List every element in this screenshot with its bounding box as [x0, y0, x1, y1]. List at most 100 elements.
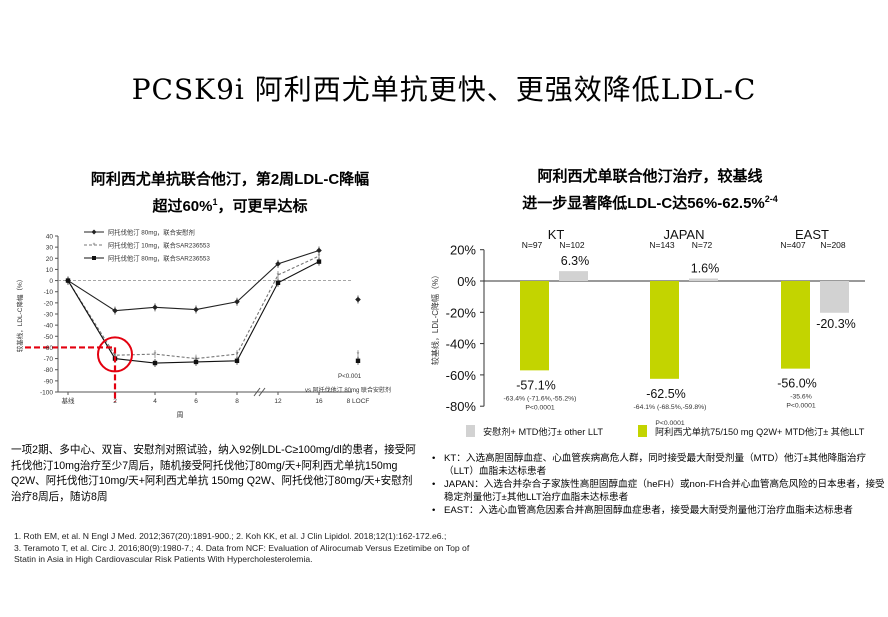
- legend-label-alirocumab: 阿利西尤单抗75/150 mg Q2W+ MTD他汀± 其他LLT: [655, 426, 865, 437]
- data-point: [193, 306, 199, 313]
- reference-line: 1. Roth EM, et al. N Engl J Med. 2012;36…: [14, 531, 447, 541]
- n-label: N=102: [559, 240, 585, 250]
- left-panel-title: 阿利西尤单抗联合他汀，第2周LDL-C降幅 超过60%1，可更早达标: [40, 168, 420, 218]
- data-point: [234, 358, 240, 363]
- data-point: [355, 296, 361, 303]
- alirocumab-bar: [781, 281, 810, 369]
- left-title-line1: 阿利西尤单抗联合他汀，第2周LDL-C降幅: [90, 171, 370, 188]
- y-tick-label: 40: [46, 234, 54, 241]
- y-tick-label: 20: [46, 256, 54, 263]
- comparison-annotation: vs 阿托伐他汀 80mg 联合安慰剂: [305, 386, 391, 394]
- data-point: [112, 307, 118, 314]
- legend-label: 阿托伐他汀 80mg，联合安慰剂: [108, 228, 195, 237]
- y-axis-label: 较基线，LDL-C降幅（%）: [15, 276, 24, 353]
- study-description: 一项2期、多中心、双盲、安慰剂对照试验，纳入92例LDL-C≥100mg/dl的…: [11, 444, 416, 503]
- right-title-main: 进一步显著降低LDL-C达56%-62.5%: [522, 195, 765, 212]
- control-bar: [689, 278, 718, 281]
- n-label: N=97: [522, 240, 543, 250]
- data-point: [316, 247, 322, 254]
- data-point: [275, 261, 281, 267]
- y-tick-label: -50: [44, 334, 54, 341]
- legend-marker: *: [93, 243, 96, 250]
- category-label: JAPAN: [664, 227, 705, 242]
- y-tick-label: 0: [49, 278, 53, 285]
- data-point: [355, 358, 361, 363]
- data-point: *: [277, 273, 280, 280]
- y-tick-label: -90: [44, 378, 54, 385]
- right-panel-title: 阿利西尤单联合他汀治疗，较基线 进一步显著降低LDL-C达56%-62.5%2-…: [460, 165, 840, 215]
- n-label: N=72: [692, 240, 713, 250]
- y-tick-label: -100: [40, 390, 53, 397]
- n-label: N=143: [649, 240, 675, 250]
- bar-chart: 20% 0% -20% -40% -60% -80% 较基线，LDL-C降幅（%） KT N=9…: [430, 227, 865, 437]
- references: 1. Roth EM, et al. N Engl J Med. 2012;36…: [14, 531, 534, 566]
- y-axis-label: 较基线，LDL-C降幅（%）: [430, 271, 440, 365]
- category-label: KT: [548, 227, 565, 242]
- y-tick-label: -40: [44, 323, 54, 330]
- bar-value-label: -56.0%: [777, 377, 817, 391]
- data-point: [234, 298, 240, 305]
- y-tick-label: -10: [44, 289, 54, 296]
- data-point: [193, 359, 199, 365]
- y-tick-label: -40%: [446, 337, 477, 352]
- left-title-tail: ，可更早达标: [217, 198, 308, 215]
- x-tick-label: 8: [235, 398, 239, 405]
- trial-note-east: EAST：入选心血管高危因素合并高胆固醇血症患者，接受最大耐受剂量他汀治疗血脂未…: [430, 504, 885, 517]
- right-title-line2: 进一步显著降低LDL-C达56%-62.5%2-4: [460, 188, 840, 215]
- left-title-main: 超过60%: [152, 198, 213, 215]
- x-tick-label: 16: [315, 398, 323, 405]
- p-value-annotation: P<0.001: [338, 373, 362, 380]
- x-axis-label: 周: [177, 411, 184, 419]
- y-tick-label: -80%: [446, 399, 477, 414]
- trial-note-kt: KT：入选高胆固醇血症、心血管疾病高危人群，同时接受最大耐受剂量（MTD）他汀±…: [430, 452, 885, 478]
- trial-note-japan: JAPAN：入选合并杂合子家族性高胆固醇血症（heFH）或non-FH合并心血管…: [430, 478, 885, 504]
- p-value-label: P<0.0001: [525, 404, 555, 411]
- data-point: *: [318, 254, 321, 261]
- y-tick-label: -60: [44, 345, 54, 352]
- y-tick-label: -30: [44, 312, 54, 319]
- data-point: [316, 259, 322, 264]
- axis-break-mark: [253, 387, 266, 397]
- alirocumab-bar: [650, 281, 679, 379]
- reference-line: Statin in Asia in High Cardiovascular Ri…: [14, 554, 313, 564]
- bar-value-label: 6.3%: [561, 254, 590, 268]
- y-tick-label: -20%: [446, 305, 477, 320]
- slide-title: PCSK9i 阿利西尤单抗更快、更强效降低LDL-C: [131, 73, 757, 106]
- y-tick-label: -80: [44, 367, 54, 374]
- line-chart: ******** 阿托伐他汀 80mg，联合安慰剂*阿托伐他汀 10mg，联合S…: [15, 228, 391, 420]
- control-bar: [559, 271, 588, 281]
- left-title-line2: 超过60%1，可更早达标: [40, 191, 420, 218]
- x-tick-label: 基线: [62, 396, 76, 405]
- left-title-sup: 1: [212, 197, 218, 207]
- reference-line: 3. Teramoto T, et al. Circ J. 2016;80(9)…: [14, 542, 470, 553]
- bar-value-label: -62.5%: [646, 387, 686, 401]
- data-point: *: [154, 352, 157, 359]
- legend-marker: [91, 229, 97, 235]
- ci-label: -63.4% (-71.6%,-55.2%): [504, 395, 577, 402]
- legend-label: 阿托伐他汀 80mg，联合SAR236553: [108, 254, 210, 263]
- right-title-sup: 2-4: [764, 194, 778, 204]
- x-tick-label: 4: [153, 398, 157, 405]
- category-label: EAST: [795, 227, 829, 242]
- p-value-label: P<0.0001: [655, 420, 685, 427]
- y-tick-label: 20%: [450, 243, 476, 258]
- y-tick-label: -20: [44, 300, 54, 307]
- y-tick-label: 10: [46, 267, 54, 274]
- legend-label: 阿托伐他汀 10mg，联合SAR236553: [108, 241, 210, 250]
- ci-label: -35.6%: [790, 394, 812, 401]
- bar-value-label: 1.6%: [691, 261, 720, 275]
- n-label: N=407: [780, 240, 806, 250]
- y-tick-label: -60%: [446, 368, 477, 383]
- data-point: *: [236, 352, 239, 359]
- y-tick-label: 0%: [457, 274, 476, 289]
- ci-label: -64.1% (-68.5%,-59.8%): [634, 404, 707, 411]
- data-point: [152, 360, 158, 366]
- legend-marker: [92, 256, 96, 260]
- highlight-circle: [97, 336, 133, 373]
- trial-notes: KT：入选高胆固醇血症、心血管疾病高危人群，同时接受最大耐受剂量（MTD）他汀±…: [430, 452, 885, 517]
- data-point: [152, 304, 158, 311]
- legend-swatch-alirocumab: [638, 425, 647, 437]
- x-tick-label: 6: [194, 398, 198, 405]
- y-tick-label: 30: [46, 245, 54, 252]
- x-tick-label: 12: [274, 398, 282, 405]
